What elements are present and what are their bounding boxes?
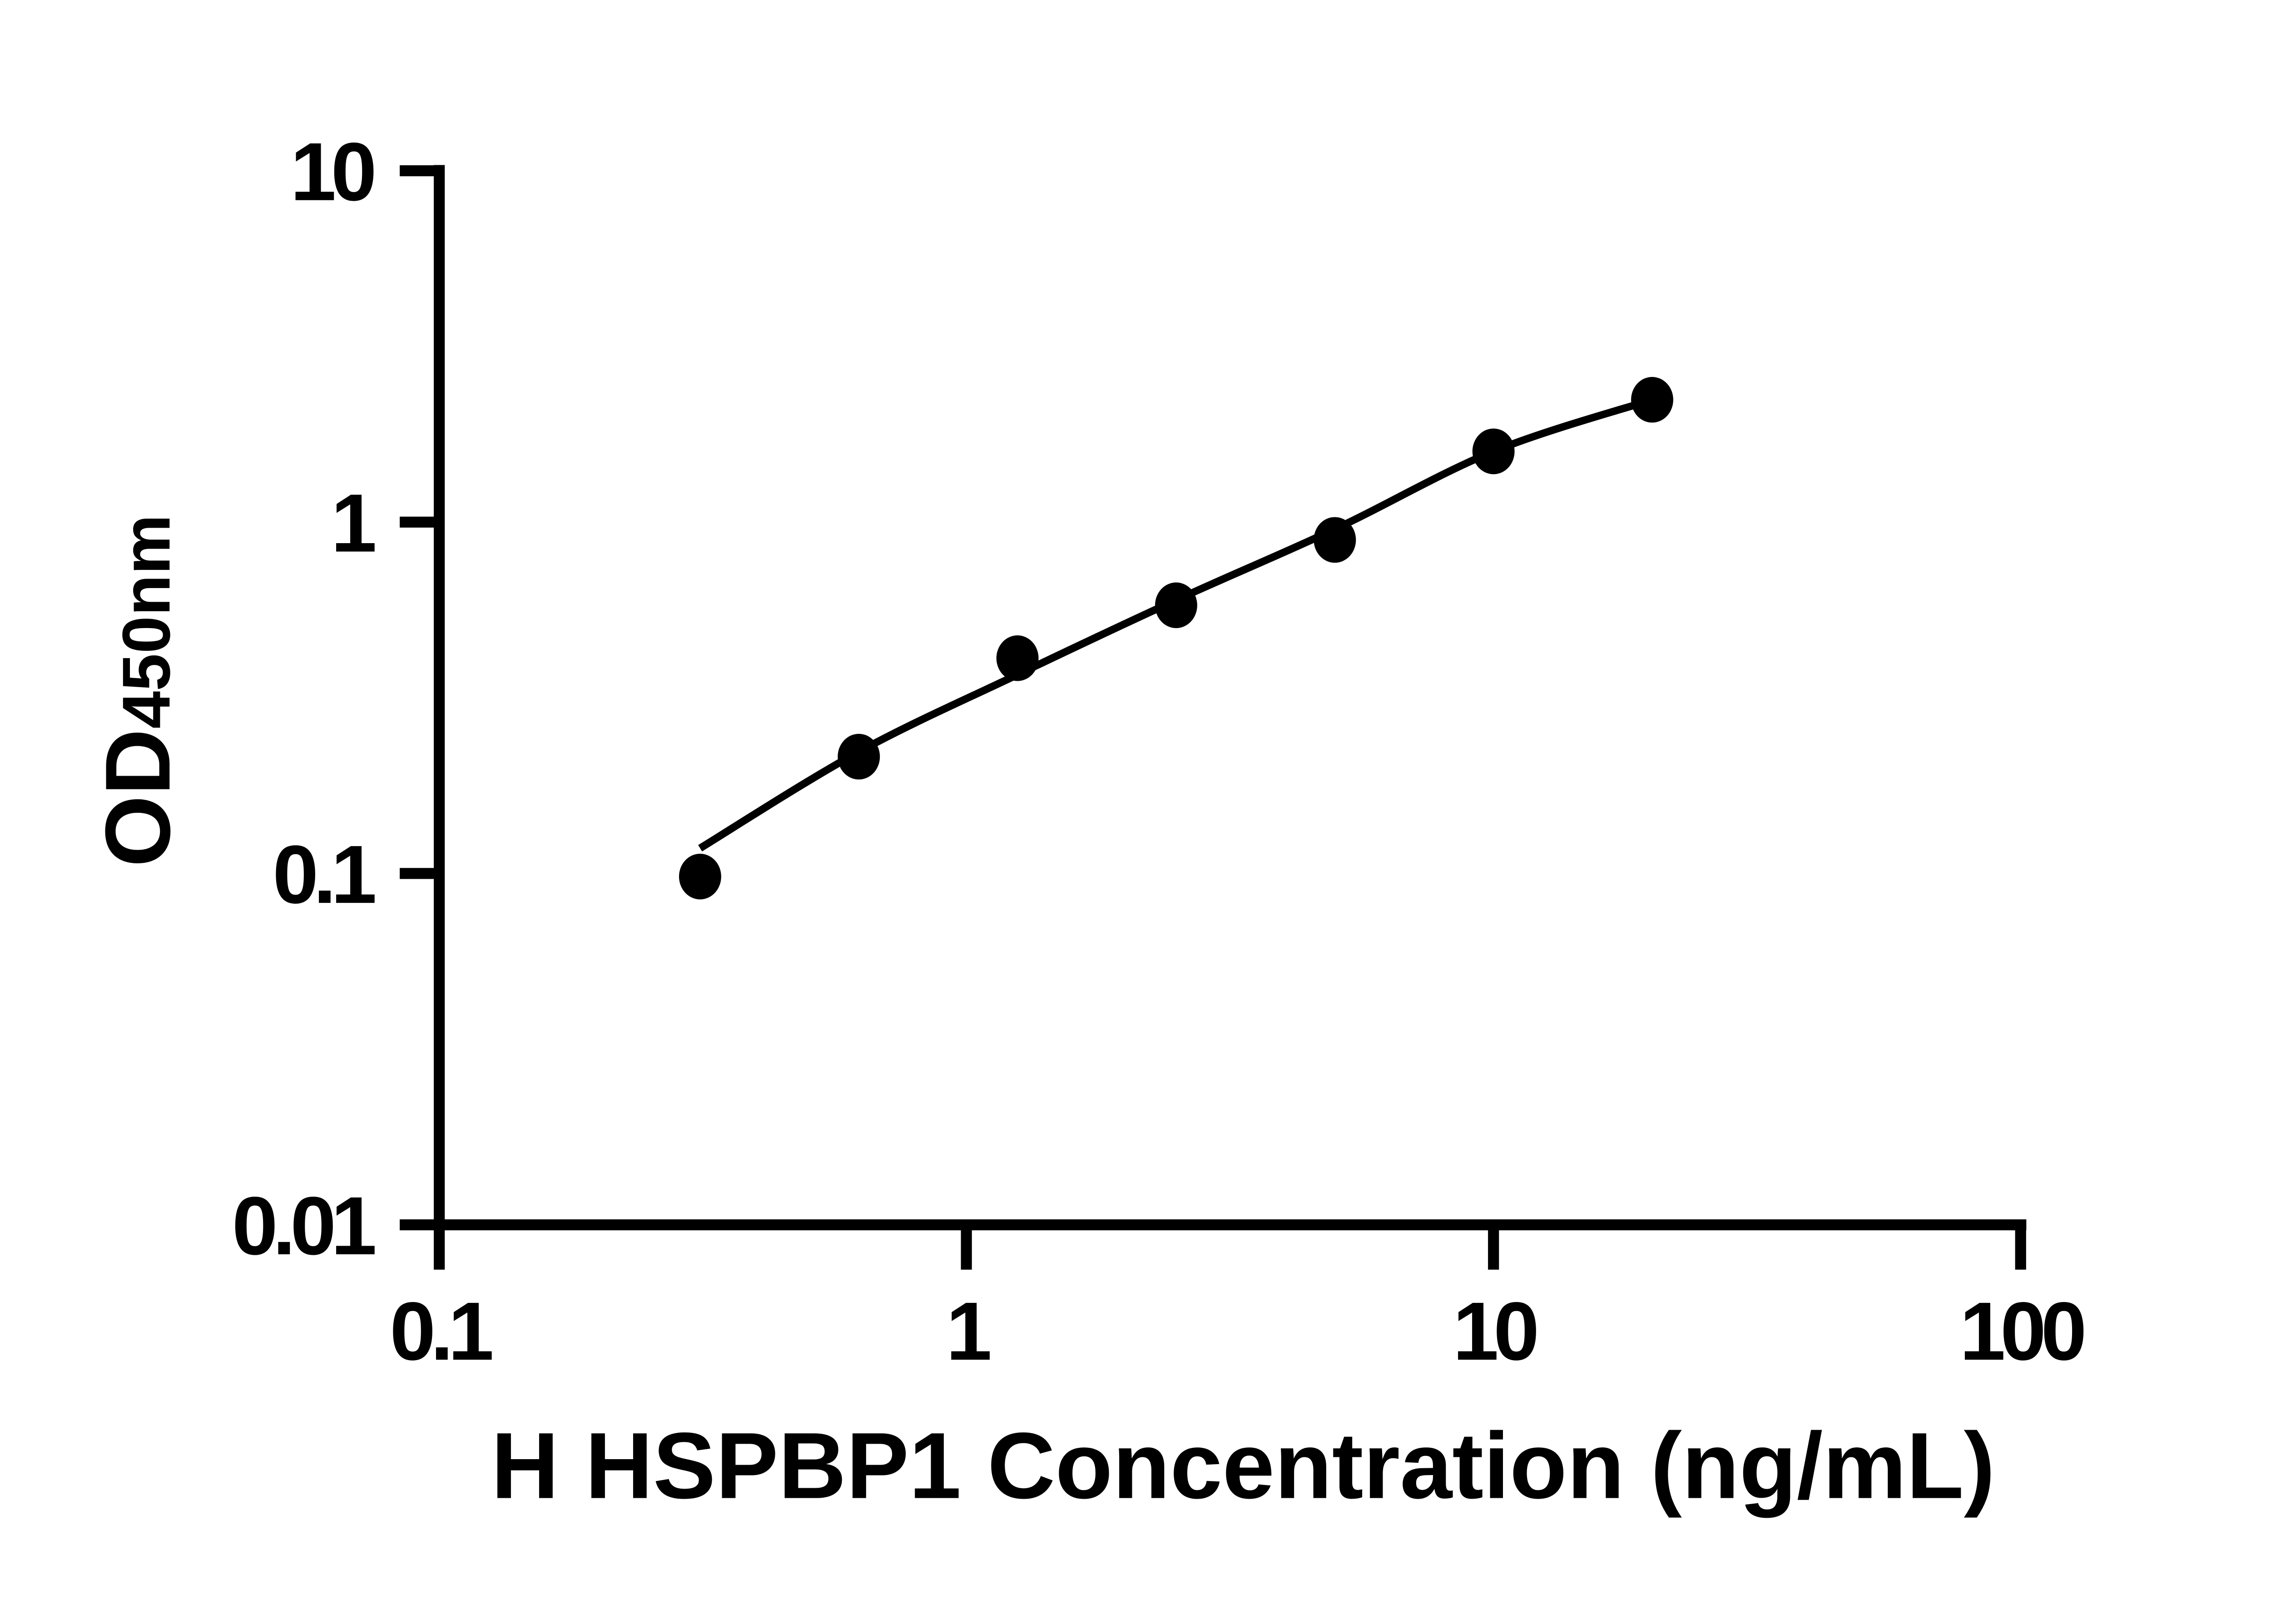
y-ticks — [400, 165, 434, 1231]
x-ticks — [434, 1230, 2026, 1270]
data-point — [1631, 376, 1673, 423]
x-tick-labels: 0.1 1 10 100 — [390, 1285, 2089, 1377]
x-axis-title: H HSPBP1 Concentration (ng/mL) — [491, 1413, 1995, 1518]
data-point — [996, 635, 1039, 681]
y-axis-title-main: OD — [86, 729, 189, 867]
y-axis-title-sub: 450nm — [108, 515, 184, 729]
y-tick-label-0.1: 0.1 — [273, 828, 375, 921]
y-tick-label-0.01: 0.01 — [232, 1179, 375, 1272]
data-point — [838, 733, 880, 780]
x-tick-label-1: 1 — [946, 1285, 990, 1377]
data-point — [1155, 582, 1197, 629]
data-points — [679, 376, 1673, 900]
x-axis: 0.1 1 10 100 — [390, 1219, 2089, 1377]
x-tick-label-10: 10 — [1453, 1285, 1537, 1377]
y-tick-label-1: 1 — [331, 476, 375, 569]
y-tick-label-10: 10 — [290, 125, 374, 218]
y-axis-title: OD450nm — [86, 515, 189, 867]
data-point — [1472, 428, 1515, 475]
x-tick-label-0.1: 0.1 — [390, 1285, 492, 1377]
data-point — [679, 853, 721, 900]
figure-background — [0, 26, 2271, 1598]
data-point — [1314, 517, 1356, 563]
x-tick-label-100: 100 — [1959, 1285, 2083, 1377]
